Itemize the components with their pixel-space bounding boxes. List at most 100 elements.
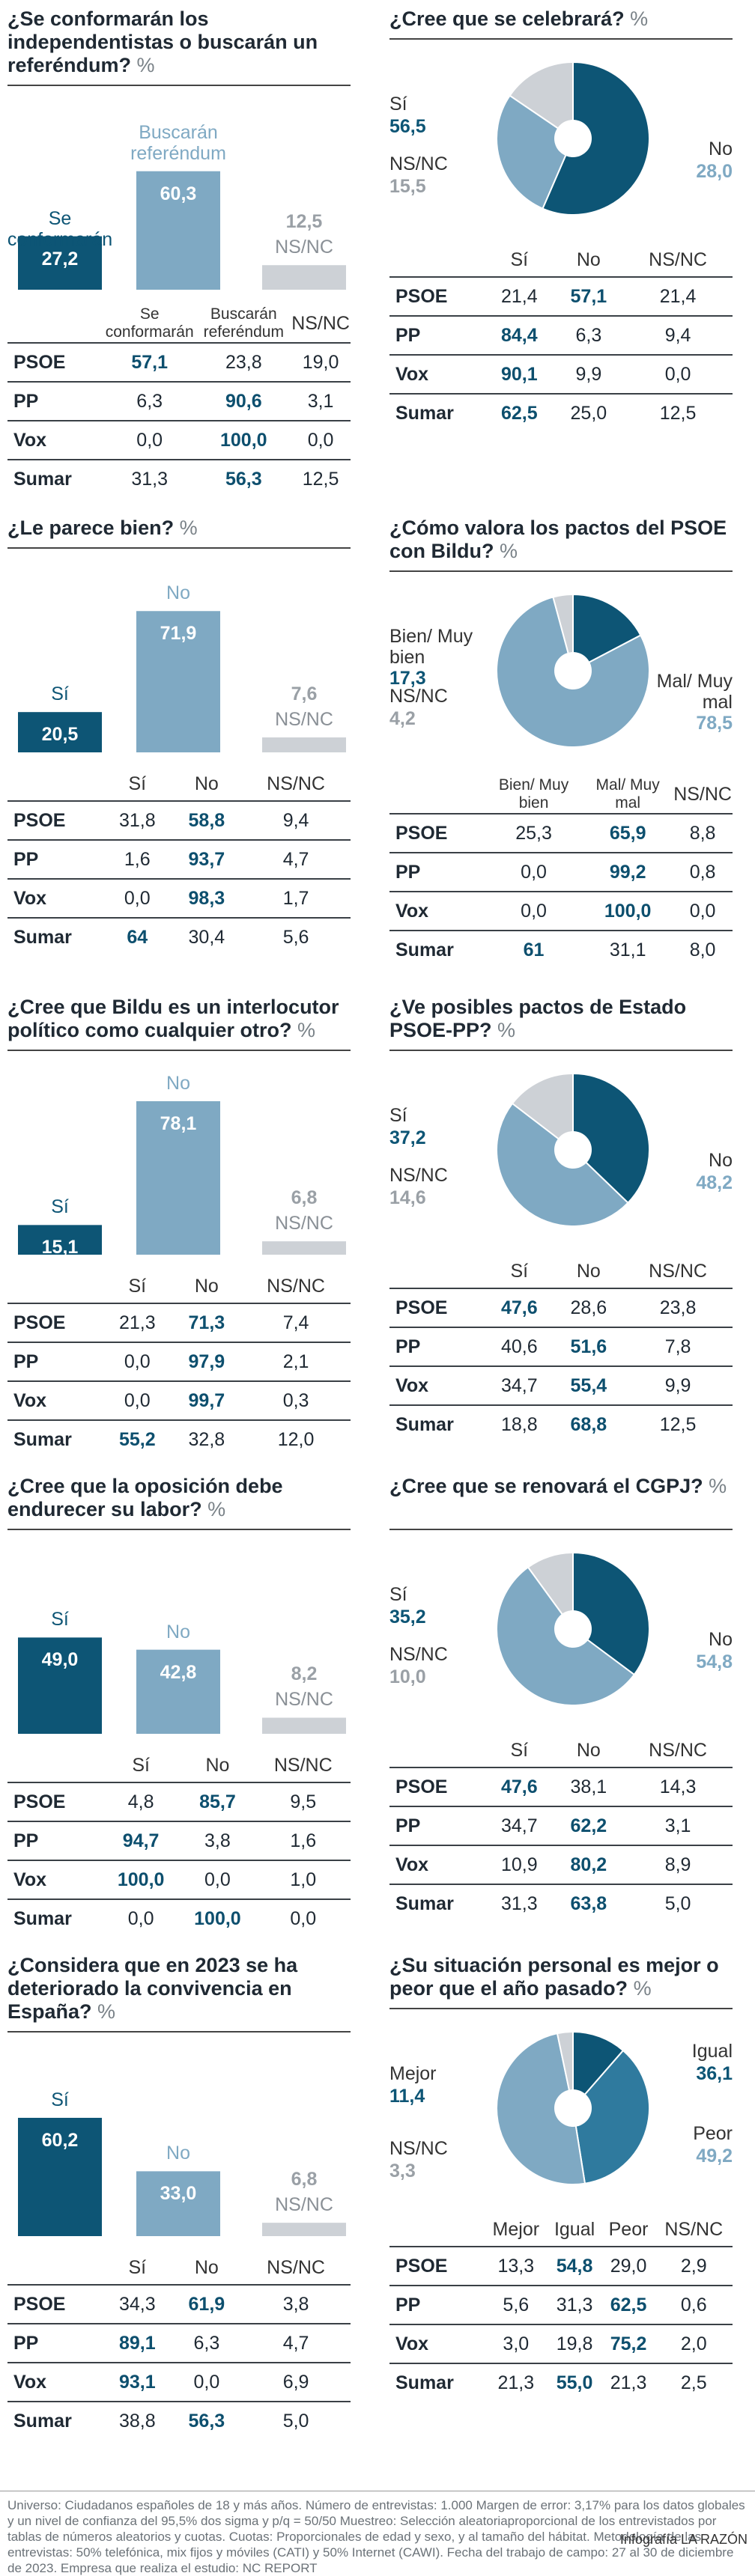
table-header-row: Sí No NS/NC — [7, 2251, 351, 2285]
party-name: Vox — [389, 1845, 485, 1884]
breakdown-table: Sí No NS/NC PSOE 21,3 71,3 7,4 PP 0,0 97,9 2,1 Vox 0… — [7, 1270, 351, 1458]
bar-1 — [18, 1637, 102, 1734]
cell-value: 85,7 — [179, 1782, 256, 1821]
party-name: Vox — [389, 354, 485, 394]
panel-1: ¿Se conformarán los independentistas o b… — [7, 7, 351, 498]
table-row: PP 40,6 51,6 7,8 — [389, 1327, 733, 1366]
table-row: Vox 90,1 9,9 0,0 — [389, 354, 733, 394]
cell-value: 6,3 — [103, 381, 197, 421]
title-text: ¿Cree que se celebrará? — [389, 7, 625, 30]
slice-value: 14,6 — [389, 1187, 426, 1208]
cell-value: 58,8 — [172, 800, 242, 840]
party-name: Sumar — [7, 2401, 103, 2440]
party-name: Vox — [389, 1365, 485, 1405]
party-name: PP — [7, 1821, 103, 1860]
party-name: Vox — [7, 1380, 103, 1420]
cell-value: 5,0 — [623, 1884, 733, 1922]
cell-value: 65,9 — [583, 813, 673, 853]
cell-value: 28,6 — [554, 1288, 624, 1327]
party-name: PP — [7, 2323, 103, 2363]
slice-label: Sí — [389, 1584, 407, 1605]
column-header: Bien/ Muy bien — [498, 776, 569, 812]
slice-label: Sí — [389, 94, 407, 115]
title-text: ¿Considera que en 2023 se ha deteriorado… — [7, 1954, 298, 2023]
title-text: ¿Se conformarán los independentistas o b… — [7, 7, 318, 76]
column-header: No — [576, 249, 601, 270]
cell-value: 38,8 — [103, 2401, 172, 2440]
slice-value: 54,8 — [696, 1651, 733, 1672]
cell-value: 40,6 — [485, 1327, 554, 1366]
title-text: ¿Cree que se renovará el CGPJ? — [389, 1475, 703, 1497]
column-header: Sí — [128, 773, 147, 794]
party-name: PP — [389, 2285, 485, 2324]
party-name: Sumar — [389, 1884, 485, 1922]
cell-value: 97,9 — [172, 1342, 242, 1381]
party-name: PSOE — [389, 1288, 485, 1327]
table-header-row: Bien/ Muy bien Mal/ Muy mal NS/NC — [389, 776, 733, 814]
cell-value: 8,9 — [623, 1845, 733, 1884]
slice-label: No — [709, 1629, 733, 1650]
value-label: 60,3 — [160, 183, 197, 204]
title-unit: % — [628, 1977, 652, 2000]
cell-value: 0,0 — [673, 891, 733, 931]
slice-2 — [496, 94, 574, 210]
bar-2 — [136, 171, 220, 290]
column-header: NS/NC — [664, 2218, 724, 2240]
slice-3 — [527, 1551, 574, 1632]
category-label: NS/NC — [275, 709, 333, 731]
cell-value: 4,7 — [241, 839, 351, 879]
panel-10: ¿Su situación personal es mejor o peor q… — [389, 1954, 733, 2426]
cell-value: 9,5 — [255, 1782, 351, 1821]
slice-label: NS/NC — [389, 1165, 448, 1186]
party-name: Vox — [389, 2324, 485, 2363]
cell-value: 90,6 — [196, 381, 291, 421]
breakdown-table: Sí No NS/NC PSOE 21,4 57,1 21,4 PP 84,4 6,3 9,4 Vox… — [389, 243, 733, 432]
cell-value: 18,8 — [485, 1404, 554, 1443]
header-blank — [7, 1749, 103, 1782]
header-blank — [7, 305, 103, 343]
column-header: NS/NC — [673, 783, 732, 805]
cell-value: 38,1 — [554, 1767, 624, 1806]
table-row: PSOE 31,8 58,8 9,4 — [7, 800, 351, 840]
cell-value: 64 — [103, 917, 172, 956]
pie-chart — [496, 1551, 650, 1706]
party-name: PP — [389, 315, 485, 355]
slice-value: 10,0 — [389, 1666, 426, 1687]
panel-title: ¿Cree que Bildu es un interlocutor polít… — [7, 996, 351, 1042]
table-row: Sumar 18,8 68,8 12,5 — [389, 1404, 733, 1443]
table-row: PSOE 57,1 23,8 19,0 — [7, 342, 351, 382]
slice-value: 15,5 — [389, 176, 426, 197]
bar-chart — [18, 611, 346, 752]
bar-1 — [18, 2117, 102, 2236]
value-label: 33,0 — [160, 2183, 197, 2205]
chart-area: Bien/ Muy bien 17,3 Mal/ Muy mal 78,5 NS/NC 4… — [389, 573, 733, 798]
category-label: No — [166, 2143, 190, 2164]
slice-label: NS/NC — [389, 1644, 448, 1665]
table-row: PSOE 47,6 38,1 14,3 — [389, 1767, 733, 1806]
title-rule — [7, 547, 351, 549]
title-unit: % — [624, 7, 649, 30]
cell-value: 93,1 — [103, 2362, 172, 2402]
cell-value: 7,8 — [623, 1327, 733, 1366]
category-label: Sí — [51, 683, 69, 705]
cell-value: 0,0 — [103, 1380, 172, 1420]
party-name: Sumar — [389, 1404, 485, 1443]
cell-value: 100,0 — [196, 420, 291, 460]
title-rule — [389, 38, 733, 40]
cell-value: 21,3 — [485, 2363, 548, 2402]
party-name: Vox — [7, 420, 103, 460]
donut-hole — [554, 120, 592, 157]
panel-7: ¿Cree que la oposición debe endurecer su… — [7, 1475, 351, 1946]
party-name: PSOE — [389, 276, 485, 316]
title-unit: % — [201, 1498, 226, 1520]
column-header: No — [194, 2256, 219, 2278]
cell-value: 6,9 — [241, 2362, 351, 2402]
panel-title: ¿Considera que en 2023 se ha deteriorado… — [7, 1954, 351, 2024]
cell-value: 99,2 — [583, 852, 673, 892]
title-unit: % — [491, 1019, 516, 1041]
cell-value: 19,0 — [291, 342, 351, 382]
party-name: PP — [7, 839, 103, 879]
table-row: PSOE 4,8 85,7 9,5 — [7, 1782, 351, 1821]
cell-value: 61 — [485, 930, 583, 969]
donut-hole — [554, 1610, 592, 1648]
